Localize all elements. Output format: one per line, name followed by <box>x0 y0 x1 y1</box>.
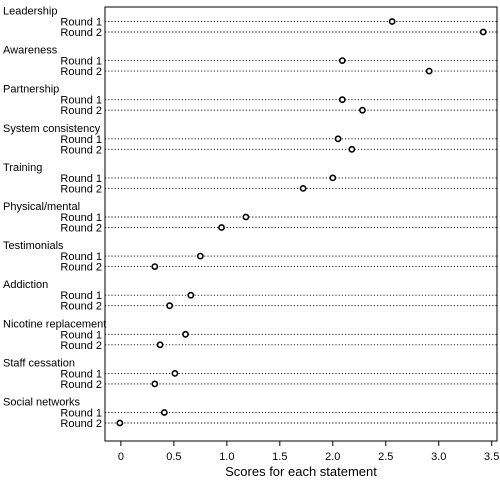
group-label: Nicotine replacement <box>3 318 106 330</box>
plot-frame <box>104 6 498 442</box>
round-label: Round 2 <box>60 66 102 78</box>
group-label: Partnership <box>3 84 59 96</box>
data-point <box>338 57 346 64</box>
x-tick-label: 0.5 <box>166 451 181 463</box>
data-point <box>479 28 487 36</box>
x-tick-label: 0 <box>118 451 124 463</box>
round-label: Round 1 <box>60 173 102 185</box>
data-point <box>242 213 250 221</box>
group-label: Social networks <box>3 397 81 409</box>
data-point <box>299 184 307 192</box>
round-label: Round 1 <box>60 290 102 302</box>
data-point <box>218 224 225 231</box>
group-label: Leadership <box>3 6 57 18</box>
group-label: Addiction <box>3 279 48 291</box>
round-label: Round 2 <box>60 379 102 391</box>
x-axis-title: Scores for each statement <box>225 464 377 479</box>
round-label: Round 1 <box>60 329 102 341</box>
data-point <box>166 302 174 310</box>
data-point <box>151 380 159 388</box>
x-tick-label: 2.0 <box>325 451 340 463</box>
x-tick-label: 3.5 <box>484 451 499 463</box>
data-point <box>116 419 124 427</box>
data-point <box>151 263 159 270</box>
data-point <box>171 369 179 377</box>
group-label: Training <box>3 162 42 174</box>
x-axis: 0 0.5 1.0 1.5 2.0 2.5 3.0 3.5 <box>118 441 499 463</box>
data-point <box>160 409 168 416</box>
data-point <box>425 67 433 75</box>
round-label: Round 2 <box>60 223 102 235</box>
round-label: Round 2 <box>60 27 102 39</box>
data-point <box>182 330 189 338</box>
round-label: Round 2 <box>60 144 102 156</box>
round-label: Round 1 <box>60 17 102 29</box>
data-point <box>196 252 204 260</box>
round-label: Round 1 <box>60 212 102 224</box>
group-label: Testimonials <box>3 240 64 252</box>
group-label: Staff cessation <box>3 357 75 369</box>
round-label: Round 1 <box>60 134 102 146</box>
round-label: Round 1 <box>60 251 102 263</box>
group-label: System consistency <box>3 123 101 135</box>
data-point <box>329 174 337 182</box>
round-label: Round 2 <box>60 301 102 313</box>
data-point <box>338 96 346 104</box>
round-label: Round 1 <box>60 56 102 68</box>
round-label: Round 2 <box>60 418 102 430</box>
round-label: Round 2 <box>60 262 102 274</box>
round-label: Round 1 <box>60 368 102 380</box>
data-point <box>388 18 396 25</box>
x-tick-label: 1.5 <box>272 451 287 463</box>
round-label: Round 1 <box>60 95 102 107</box>
round-label: Round 1 <box>60 408 102 420</box>
x-tick-label: 2.5 <box>378 451 393 463</box>
round-label: Round 2 <box>60 340 102 352</box>
group-label: Awareness <box>3 45 58 57</box>
data-point <box>348 145 356 153</box>
data-point <box>187 291 195 299</box>
data-point <box>156 341 164 349</box>
data-point <box>334 135 342 143</box>
x-tick-label: 3.0 <box>431 451 446 463</box>
x-tick-label: 1.0 <box>219 451 234 463</box>
group-label: Physical/mental <box>3 201 80 213</box>
data-point <box>359 106 366 114</box>
round-label: Round 2 <box>60 105 102 117</box>
round-label: Round 2 <box>60 183 102 195</box>
